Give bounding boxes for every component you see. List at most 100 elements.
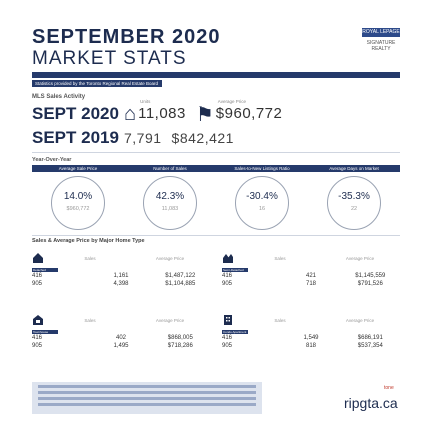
condo-icon: [224, 315, 232, 325]
yoy-circle: 14.0% $960,772: [51, 176, 105, 230]
col-sales: Sales: [84, 317, 96, 323]
year-label: SEPT 2019: [32, 128, 119, 147]
region: 905: [222, 343, 233, 349]
sales: 402: [115, 335, 126, 341]
col-avg: Average Price: [155, 255, 185, 261]
header-divider: [32, 72, 400, 78]
type-tag: Semi-Detached: [222, 268, 248, 272]
region: 416: [222, 273, 233, 279]
townhouse-icon: [33, 315, 43, 325]
sales: 818: [305, 343, 316, 349]
table-row: 905 818 $537,354: [222, 342, 400, 350]
yoy-percent: -30.4%: [246, 191, 278, 202]
website-link[interactable]: ripgta.ca: [344, 395, 398, 411]
region: 416: [222, 335, 233, 341]
table-row: 416 402 $868,005: [32, 334, 210, 342]
price: $537,354: [357, 343, 383, 349]
table-row: 905 4,398 $1,104,885: [32, 280, 210, 288]
price-value: $842,421: [171, 130, 234, 146]
house-icon: ⌂: [124, 102, 137, 125]
price-value: $960,772: [215, 105, 283, 122]
sales: 421: [305, 273, 316, 279]
table-row: 905 718 $791,526: [222, 280, 400, 288]
sales: 1,549: [303, 335, 319, 341]
logo-bar: ROYAL LEPAGE: [362, 28, 400, 37]
units-value: 7,791: [124, 130, 162, 146]
price: $868,005: [167, 335, 193, 341]
mls-label: MLS Sales Activity: [32, 94, 86, 100]
house-icon: [33, 253, 43, 263]
home-type-table: Sales Average Price Detached 416 1,161 $…: [32, 250, 210, 306]
table-row: 905 1,495 $718,286: [32, 342, 210, 350]
region: 905: [32, 343, 43, 349]
col-avg: Average Price: [345, 255, 375, 261]
price-box: Average Price $960,772: [215, 99, 283, 123]
section-divider: [32, 235, 400, 236]
type-tag: Condo Apartment: [222, 330, 248, 334]
disclaimer-line: [38, 391, 256, 394]
type-tag: Detached: [32, 268, 58, 272]
footer-disclaimer-block: [32, 382, 262, 414]
table-row: 416 1,161 $1,487,122: [32, 272, 210, 280]
yoy-percent: 14.0%: [63, 191, 93, 202]
semi-house-icon: [223, 254, 233, 263]
price: $1,104,885: [165, 281, 196, 287]
price: $1,487,122: [165, 273, 196, 279]
yoy-circle: 42.3% 11,083: [143, 176, 197, 230]
section-divider: [32, 152, 400, 153]
units-stat: ⌂ Units 11,083: [124, 99, 186, 126]
yoy-subvalue: 16: [258, 206, 266, 212]
col-sales: Sales: [274, 255, 286, 261]
brokerage-logo: ROYAL LEPAGE SIGNATURE REALTY: [362, 28, 400, 64]
yoy-header: Average Days on Market: [329, 166, 379, 171]
home-type-table: Sales Average Price Semi-Detached 416 42…: [222, 250, 400, 306]
credit-line: Statistics provided by the Toronto Regio…: [32, 80, 162, 87]
yoy-header: Average Sale Price: [58, 166, 98, 171]
sales: 4,398: [113, 281, 129, 287]
logo-subtext: SIGNATURE REALTY: [366, 40, 396, 52]
yoy-circles: 14.0% $960,772 42.3% 11,083 -30.4% 16 -3…: [32, 176, 400, 232]
stats-row-current: SEPT 2020 ⌂ Units 11,083 ⚑ Average Price…: [32, 99, 292, 127]
tag-icon: ⚑: [195, 103, 214, 126]
yoy-percent: 42.3%: [155, 191, 185, 202]
price-stat: ⚑ Average Price $960,772: [195, 99, 283, 127]
yoy-circle: -35.3% 22: [327, 176, 381, 230]
types-label: Sales & Average Price by Major Home Type: [32, 238, 145, 244]
units-stat: 7,791: [124, 130, 162, 146]
disclaimer-line: [38, 385, 256, 388]
footer-tag: tone: [384, 385, 394, 391]
year-label: SEPT 2020: [32, 104, 119, 123]
title-line-1: SEPTEMBER 2020: [32, 26, 221, 48]
col-avg: Average Price: [345, 317, 375, 323]
yoy-subvalue: 22: [350, 206, 358, 212]
price: $1,145,559: [355, 273, 386, 279]
price-label: Average Price: [217, 99, 246, 104]
yoy-header: Number of Sales: [153, 166, 187, 171]
type-tag: Townhouse: [32, 330, 58, 334]
price: $718,286: [167, 343, 193, 349]
yoy-subvalue: $960,772: [66, 206, 90, 212]
region: 905: [32, 281, 43, 287]
table-head: Sales Average Price: [222, 250, 400, 266]
units-label: Units: [140, 99, 151, 104]
title-line-2: MARKET STATS: [32, 48, 187, 69]
sales: 1,161: [113, 273, 129, 279]
region: 416: [32, 273, 43, 279]
price-stat: $842,421: [172, 130, 234, 146]
home-type-table: Sales Average Price Condo Apartment 416 …: [222, 312, 400, 368]
price: $791,526: [357, 281, 383, 287]
home-type-table: Sales Average Price Townhouse 416 402 $8…: [32, 312, 210, 368]
yoy-header-strip: Average Sale Price Number of Sales Sales…: [32, 165, 400, 172]
yoy-header: Sales-to-New Listings Ratio: [234, 166, 290, 171]
yoy-subvalue: 11,083: [161, 206, 179, 212]
table-row: 416 1,549 $686,191: [222, 334, 400, 342]
table-head: Sales Average Price: [222, 312, 400, 328]
yoy-percent: -35.3%: [338, 191, 370, 202]
units-value: 11,083: [138, 105, 186, 122]
disclaimer-line: [38, 403, 256, 406]
col-sales: Sales: [84, 255, 96, 261]
sales: 1,495: [113, 343, 129, 349]
stats-row-previous: SEPT 2019 7,791 $842,421: [32, 127, 244, 149]
table-row: 416 421 $1,145,559: [222, 272, 400, 280]
